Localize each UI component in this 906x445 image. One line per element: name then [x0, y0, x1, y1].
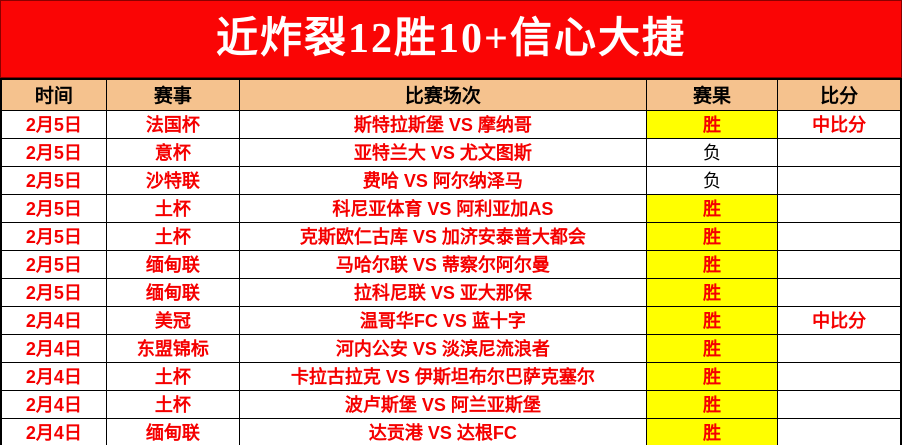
table-row: 2月4日 土杯 卡拉古拉克 VS 伊斯坦布尔巴萨克塞尔胜: [0, 361, 902, 391]
score-cell: [777, 277, 902, 307]
result-cell: 胜: [645, 389, 779, 419]
league-cell: 缅甸联: [105, 249, 240, 279]
table-row: 2月5日 法国杯 斯特拉斯堡 VS 摩纳哥胜中比分: [0, 109, 902, 139]
league-cell: 美冠: [105, 305, 240, 335]
match-cell: 科尼亚体育 VS 阿利亚加AS: [238, 193, 647, 223]
result-cell: 负: [645, 165, 779, 195]
table-row: 2月4日 缅甸联 达贡港 VS 达根FC 胜: [0, 417, 902, 445]
table-row: 2月4日 美冠 温哥华FC VS 蓝十字胜中比分: [0, 305, 902, 335]
table-row: 2月5日 土杯 克斯欧仁古库 VS 加济安泰普大都会胜: [0, 221, 902, 251]
column-header-match: 比赛场次: [238, 78, 647, 111]
score-cell: [777, 165, 902, 195]
date-cell: 2月4日: [0, 389, 107, 419]
match-cell: 费哈 VS 阿尔纳泽马: [238, 165, 647, 195]
date-cell: 2月5日: [0, 277, 107, 307]
match-cell: 亚特兰大 VS 尤文图斯: [238, 137, 647, 167]
banner-title: 近炸裂12胜10+信心大捷: [216, 16, 686, 62]
league-cell: 东盟锦标: [105, 333, 240, 363]
column-header-score: 比分: [777, 78, 902, 111]
league-cell: 土杯: [105, 221, 240, 251]
score-cell: [777, 417, 902, 445]
result-cell: 胜: [645, 193, 779, 223]
match-cell: 拉科尼联 VS 亚大那保: [238, 277, 647, 307]
match-cell: 卡拉古拉克 VS 伊斯坦布尔巴萨克塞尔: [238, 361, 647, 391]
date-cell: 2月4日: [0, 361, 107, 391]
results-table-body: 2月5日 法国杯 斯特拉斯堡 VS 摩纳哥胜中比分 2月5日 意杯 亚特兰大 VS 尤文图…: [0, 109, 902, 445]
score-cell: [777, 249, 902, 279]
score-cell: 中比分: [777, 109, 902, 139]
date-cell: 2月5日: [0, 137, 107, 167]
result-cell: 胜: [645, 249, 779, 279]
match-cell: 斯特拉斯堡 VS 摩纳哥: [238, 109, 647, 139]
league-cell: 法国杯: [105, 109, 240, 139]
result-cell: 胜: [645, 305, 779, 335]
league-cell: 意杯: [105, 137, 240, 167]
table-row: 2月5日 沙特联 费哈 VS 阿尔纳泽马负: [0, 165, 902, 195]
column-header-time: 时间: [0, 78, 107, 111]
date-cell: 2月5日: [0, 193, 107, 223]
league-cell: 缅甸联: [105, 277, 240, 307]
match-cell: 温哥华FC VS 蓝十字: [238, 305, 647, 335]
score-cell: [777, 193, 902, 223]
column-header-result: 赛果: [645, 78, 779, 111]
league-cell: 土杯: [105, 193, 240, 223]
result-cell: 胜: [645, 417, 779, 445]
date-cell: 2月5日: [0, 249, 107, 279]
date-cell: 2月4日: [0, 305, 107, 335]
match-cell: 河内公安 VS 淡滨尼流浪者: [238, 333, 647, 363]
date-cell: 2月5日: [0, 221, 107, 251]
column-header-league: 赛事: [105, 78, 240, 111]
score-cell: [777, 221, 902, 251]
score-cell: 中比分: [777, 305, 902, 335]
date-cell: 2月5日: [0, 109, 107, 139]
date-cell: 2月4日: [0, 417, 107, 445]
score-cell: [777, 137, 902, 167]
table-row: 2月5日 土杯 科尼亚体育 VS 阿利亚加AS 胜: [0, 193, 902, 223]
table-row: 2月4日 土杯 波卢斯堡 VS 阿兰亚斯堡胜: [0, 389, 902, 419]
table-header-row: 时间 赛事 比赛场次 赛果 比分: [0, 78, 902, 111]
match-cell: 克斯欧仁古库 VS 加济安泰普大都会: [238, 221, 647, 251]
match-cell: 达贡港 VS 达根FC: [238, 417, 647, 445]
results-table: 时间 赛事 比赛场次 赛果 比分 2月5日 法国杯 斯特拉斯堡 VS 摩纳哥胜中比分…: [0, 78, 902, 445]
league-cell: 土杯: [105, 389, 240, 419]
score-cell: [777, 361, 902, 391]
match-cell: 波卢斯堡 VS 阿兰亚斯堡: [238, 389, 647, 419]
result-cell: 胜: [645, 333, 779, 363]
result-cell: 胜: [645, 361, 779, 391]
result-cell: 胜: [645, 277, 779, 307]
league-cell: 沙特联: [105, 165, 240, 195]
result-cell: 胜: [645, 109, 779, 139]
result-cell: 负: [645, 137, 779, 167]
table-row: 2月5日 缅甸联 拉科尼联 VS 亚大那保胜: [0, 277, 902, 307]
match-cell: 马哈尔联 VS 蒂察尔阿尔曼: [238, 249, 647, 279]
score-cell: [777, 333, 902, 363]
date-cell: 2月4日: [0, 333, 107, 363]
table-row: 2月5日 缅甸联 马哈尔联 VS 蒂察尔阿尔曼胜: [0, 249, 902, 279]
table-row: 2月4日 东盟锦标 河内公安 VS 淡滨尼流浪者胜: [0, 333, 902, 363]
date-cell: 2月5日: [0, 165, 107, 195]
score-cell: [777, 389, 902, 419]
league-cell: 缅甸联: [105, 417, 240, 445]
league-cell: 土杯: [105, 361, 240, 391]
table-row: 2月5日 意杯 亚特兰大 VS 尤文图斯负: [0, 137, 902, 167]
banner: 近炸裂12胜10+信心大捷: [0, 0, 902, 78]
result-cell: 胜: [645, 221, 779, 251]
